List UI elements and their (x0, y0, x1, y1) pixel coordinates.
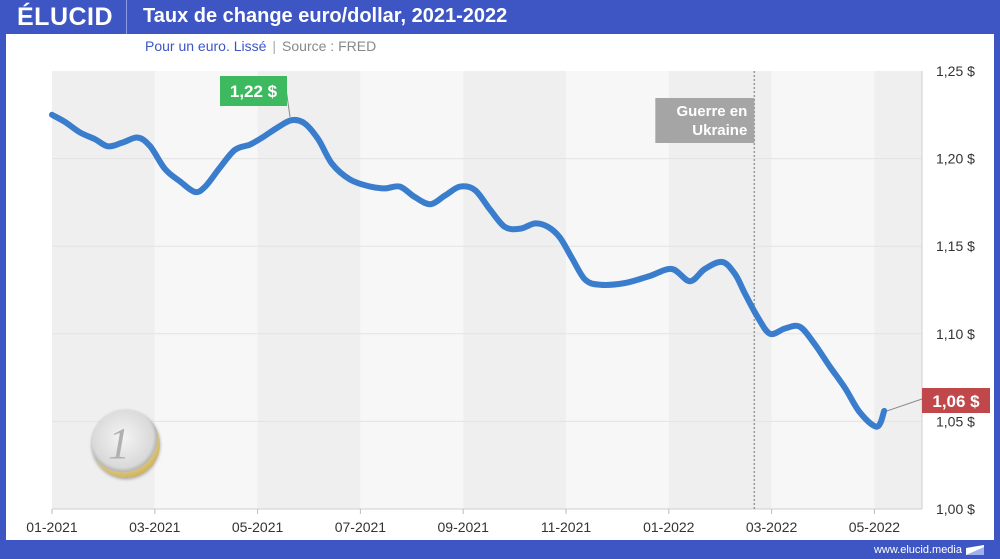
max-label-text: 1,22 $ (230, 82, 278, 101)
footer-url[interactable]: www.elucid.media (873, 544, 962, 556)
x-tick-label: 01-2022 (643, 519, 695, 535)
max-label-box (220, 76, 287, 106)
band (463, 71, 566, 509)
last-label-box (922, 388, 990, 413)
month-bands (52, 71, 922, 509)
series-line-eurusd (49, 111, 888, 430)
chart-title: Taux de change euro/dollar, 2021-2022 (143, 5, 508, 27)
event-label-box (655, 98, 755, 143)
x-tick-label: 09-2021 (438, 519, 490, 535)
band (154, 71, 258, 509)
y-axis: 1,00 $ 1,05 $ 1,10 $ 1,15 $ 1,20 $ 1,25 $ (936, 63, 975, 517)
band (566, 71, 669, 509)
last-label-leader (887, 398, 923, 412)
subtitle-separator: | (272, 38, 277, 54)
source-text: Source : FRED (282, 38, 377, 54)
x-tick-label: 05-2022 (849, 519, 901, 535)
band (360, 71, 464, 509)
event-marker: Guerre en Ukraine (655, 71, 756, 509)
band (874, 71, 922, 509)
header-divider (126, 0, 127, 34)
x-axis: 01-2021 03-2021 05-2021 07-2021 09-2021 11-20… (26, 509, 900, 535)
x-tick-label: 03-2022 (746, 519, 798, 535)
coin-numeral: 1 (108, 419, 130, 468)
gridlines (52, 71, 923, 510)
y-tick-label: 1,05 $ (936, 413, 975, 429)
subtitle-text: Pour un euro. Lissé (145, 38, 267, 54)
y-tick-label: 1,00 $ (936, 501, 975, 517)
y-tick-label: 1,10 $ (936, 326, 975, 342)
band (257, 71, 361, 509)
y-tick-label: 1,25 $ (936, 63, 975, 79)
event-label-text: Guerre en (676, 103, 747, 120)
x-tick-label: 07-2021 (335, 519, 387, 535)
header-bar: ÉLUCID Taux de change euro/dollar, 2021-… (0, 0, 1000, 34)
last-label-text: 1,06 $ (932, 392, 980, 411)
x-tick-label: 05-2021 (232, 519, 284, 535)
y-tick-label: 1,15 $ (936, 238, 975, 254)
chart-subtitle: Pour un euro. Lissé | Source : FRED (145, 38, 376, 54)
elucid-flag-icon (966, 545, 984, 555)
event-label-text: Ukraine (692, 122, 747, 139)
x-tick-label: 11-2021 (541, 519, 592, 535)
y-tick-label: 1,20 $ (936, 151, 975, 167)
band (771, 71, 875, 509)
euro-coin-image: 1 (92, 410, 160, 478)
x-tick-label: 01-2021 (26, 519, 78, 535)
annotations: 1,22 $ 1,06 $ (220, 76, 990, 413)
x-tick-label: 03-2021 (129, 519, 181, 535)
brand-logo: ÉLUCID (17, 3, 114, 31)
